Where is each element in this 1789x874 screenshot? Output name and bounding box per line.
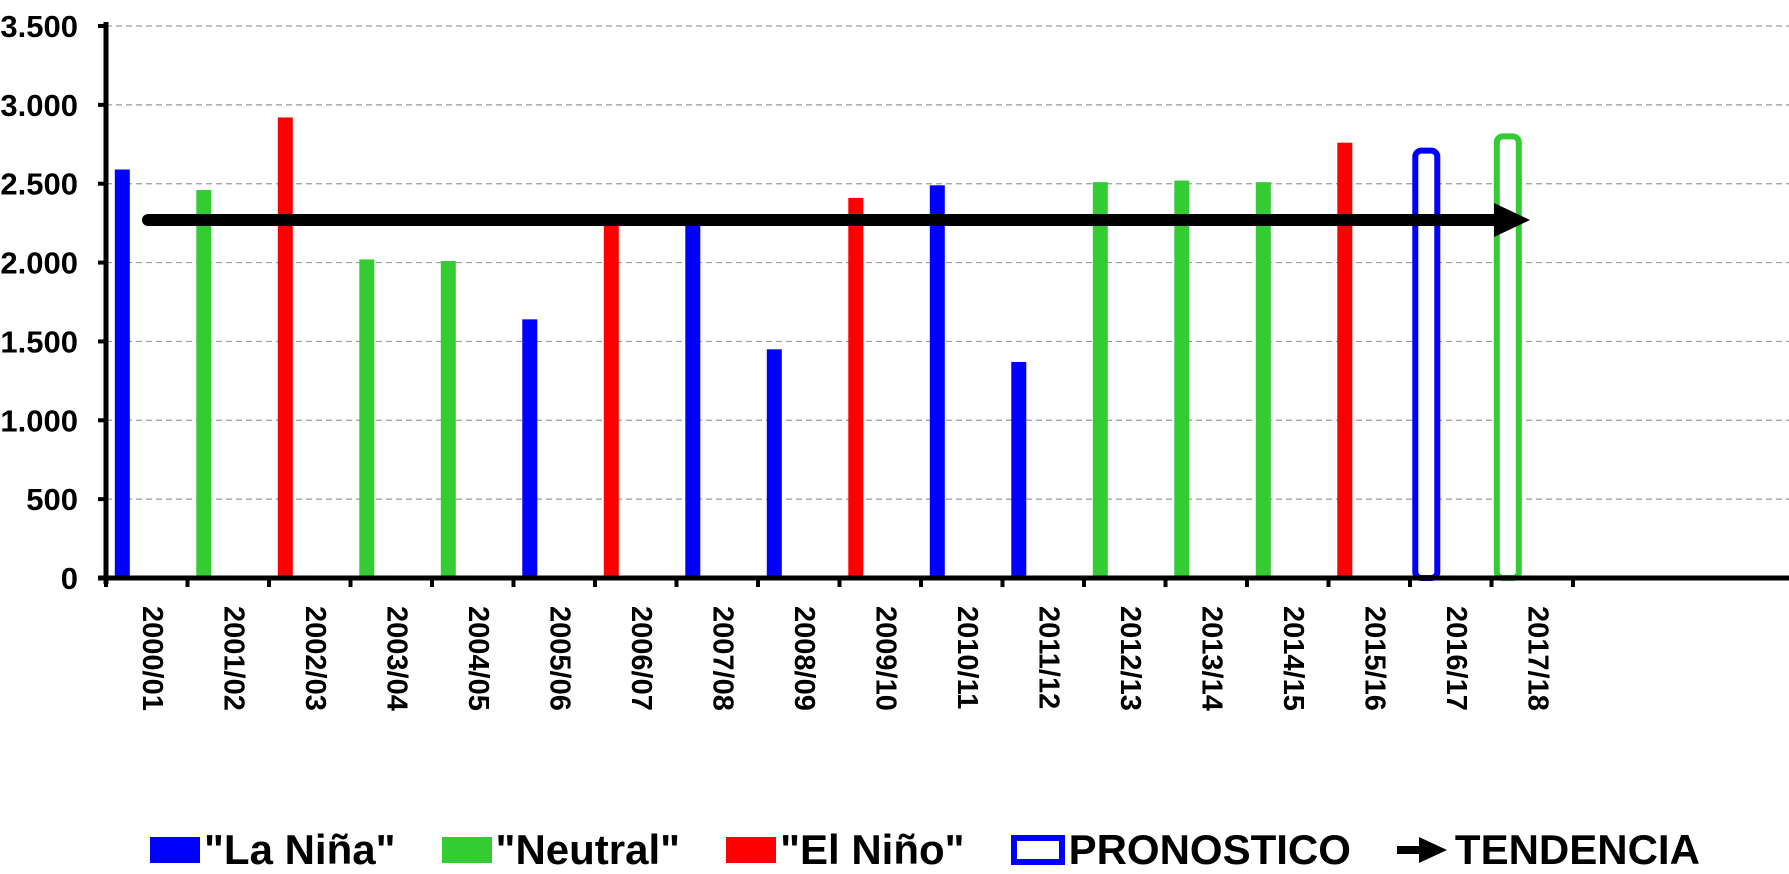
- legend: "La Niña" "Neutral" "El Niño" PRONOSTICO…: [150, 826, 1700, 874]
- bar: [766, 349, 782, 578]
- arrow-right-icon: [1396, 837, 1447, 863]
- legend-label-el-nino: "El Niño": [780, 826, 965, 873]
- legend-swatch-forecast: [1010, 835, 1065, 865]
- legend-item-trend: TENDENCIA: [1396, 826, 1700, 874]
- x-tick-label: 2011/12: [1032, 606, 1064, 709]
- y-tick-label: 2.000: [0, 246, 78, 281]
- trend-arrowhead: [1494, 202, 1530, 237]
- y-tick-label: 500: [26, 482, 78, 517]
- x-tick-label: 2008/09: [788, 606, 820, 711]
- trend-arrow: [142, 202, 1530, 237]
- legend-label-trend: TENDENCIA: [1454, 826, 1700, 873]
- y-tick-label: 1.500: [0, 324, 78, 359]
- bar: [114, 169, 130, 578]
- x-tick-label: 2010/11: [951, 606, 983, 709]
- y-axis-ticks: 0 500 1.000 1.500 2.000 2.500 3.000 3.500: [0, 9, 106, 596]
- y-tick-label: 3.000: [0, 88, 78, 123]
- x-tick-label: 2013/14: [1195, 606, 1227, 711]
- y-tick-label: 3.500: [0, 9, 78, 44]
- x-tick-label: 2015/16: [1358, 606, 1390, 711]
- y-tick-label: 0: [61, 561, 78, 596]
- x-tick-label: 2003/04: [380, 606, 412, 711]
- x-tick-label: 2012/13: [1114, 606, 1146, 711]
- x-axis-ticks: 2000/01 2001/02 2002/03 2003/04 2004/05 2005/…: [104, 578, 1575, 711]
- legend-swatch-neutral: [441, 837, 492, 863]
- x-tick-label: 2017/18: [1521, 606, 1553, 711]
- legend-item-el-nino: "El Niño": [726, 826, 965, 874]
- bar: [440, 260, 456, 578]
- y-tick-label: 2.500: [0, 167, 78, 202]
- x-tick-label: 2000/01: [136, 606, 168, 711]
- bar: [196, 190, 212, 578]
- bar-chart: 0 500 1.000 1.500 2.000 2.500 3.000 3.500 2000/…: [0, 9, 1789, 711]
- bar: [685, 219, 701, 578]
- legend-item-neutral: "Neutral": [441, 826, 681, 874]
- bar: [1174, 180, 1190, 578]
- legend-label-la-nina: "La Niña": [204, 826, 396, 873]
- legend-label-forecast: PRONOSTICO: [1068, 826, 1351, 873]
- legend-swatch-el-nino: [726, 837, 777, 863]
- axes: [98, 22, 1789, 584]
- bar: [1092, 182, 1108, 578]
- x-tick-label: 2006/07: [625, 606, 657, 711]
- bars: [114, 117, 1522, 581]
- bar: [1337, 142, 1353, 579]
- x-tick-label: 2005/06: [543, 606, 575, 711]
- y-tick-label: 1.000: [0, 403, 78, 438]
- bar: [603, 219, 619, 578]
- bar: [1255, 182, 1271, 578]
- bar: [1011, 361, 1027, 578]
- x-tick-label: 2014/15: [1277, 606, 1309, 711]
- legend-swatch-la-nina: [150, 837, 200, 863]
- x-tick-label: 2001/02: [217, 606, 249, 711]
- bar: [277, 117, 293, 578]
- gridlines: [106, 25, 1789, 500]
- bar: [522, 319, 538, 578]
- legend-label-neutral: "Neutral": [495, 826, 681, 873]
- x-tick-label: 2004/05: [462, 606, 494, 711]
- x-tick-label: 2002/03: [299, 606, 331, 711]
- bar: [359, 259, 375, 578]
- x-tick-label: 2016/17: [1440, 606, 1472, 711]
- bar-forecast: [1493, 133, 1522, 581]
- bar: [848, 197, 864, 578]
- bar: [929, 185, 945, 578]
- legend-item-la-nina: "La Niña": [150, 826, 396, 874]
- x-tick-label: 2007/08: [706, 606, 738, 711]
- x-tick-label: 2009/10: [869, 606, 901, 711]
- legend-item-forecast: PRONOSTICO: [1010, 826, 1351, 874]
